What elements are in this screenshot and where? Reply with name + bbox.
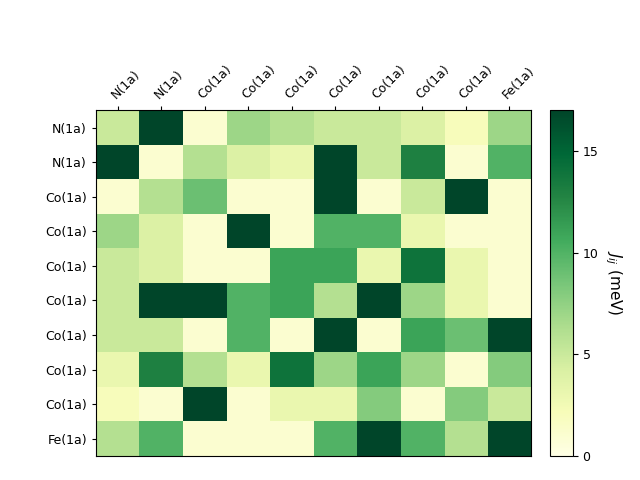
Y-axis label: $J_{ij}$ (meV): $J_{ij}$ (meV) <box>603 251 623 316</box>
